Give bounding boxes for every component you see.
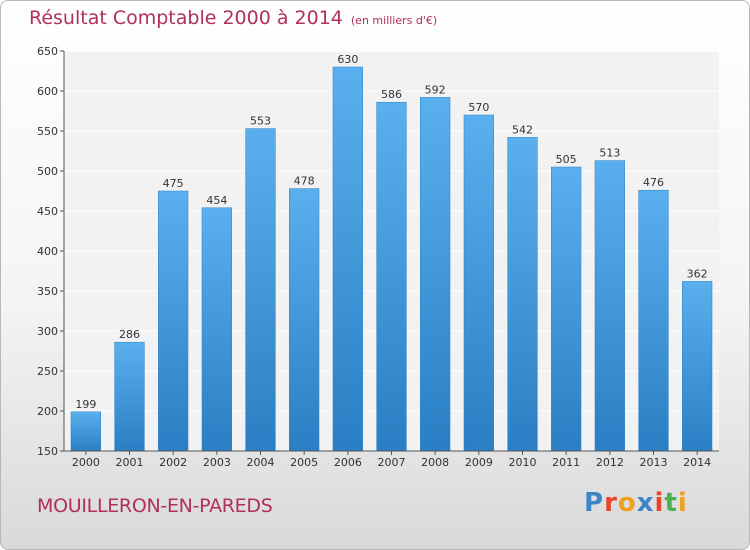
y-tick-label: 300 [37,325,58,338]
x-tick-label: 2009 [465,456,493,469]
data-label: 199 [75,398,96,411]
bar [158,190,189,452]
data-label: 454 [206,194,227,207]
bar [594,160,625,452]
x-tick-label: 2002 [159,456,187,469]
unit-label: (en milliers d'€) [350,14,438,27]
y-tick-label: 250 [37,365,58,378]
data-label: 475 [163,177,184,190]
data-label: 630 [337,53,358,66]
bars [70,66,713,452]
x-tick-label: 2010 [509,456,537,469]
logo-letter: P [584,488,605,518]
x-tick-label: 2011 [552,456,580,469]
bar [682,281,713,452]
x-tick-label: 2003 [203,456,231,469]
bar [245,128,276,452]
x-tick-label: 2005 [290,456,318,469]
y-axis: 150 200 250 300 350 400 450 500 550 600 650 [37,45,65,458]
bar [551,166,582,452]
x-tick-label: 2001 [116,456,144,469]
bar [70,411,101,452]
data-label: 286 [119,328,140,341]
y-tick-label: 550 [37,125,58,138]
data-label: 476 [643,176,664,189]
bar [201,207,232,452]
data-label: 505 [556,153,577,166]
logo-letter: i [677,488,688,518]
bar [332,66,363,452]
x-tick-label: 2006 [334,456,362,469]
x-tick-label: 2014 [683,456,711,469]
bar [376,101,407,452]
x-tick-label: 2012 [596,456,624,469]
y-tick-label: 600 [37,85,58,98]
data-label: 570 [468,101,489,114]
data-label: 513 [599,147,620,160]
logo-letter: r [604,488,618,518]
data-label: 478 [294,175,315,188]
proxiti-logo: Proxiti [584,488,688,518]
logo-letter: o [617,488,637,518]
place-name: MOUILLERON-EN-PAREDS [37,495,273,517]
title-text: Résultat Comptable 2000 à 2014 [29,7,343,29]
y-tick-label: 500 [37,165,58,178]
y-tick-label: 400 [37,245,58,258]
y-tick-label: 450 [37,205,58,218]
data-label: 362 [687,267,708,280]
bar [638,189,669,452]
data-label: 592 [425,83,446,96]
logo-letter: x [636,488,655,518]
data-label: 553 [250,115,271,128]
data-label: 542 [512,123,533,136]
bar [420,97,451,452]
data-label: 586 [381,88,402,101]
bar [114,341,145,452]
y-tick-label: 150 [37,445,58,458]
x-tick-label: 2013 [640,456,668,469]
logo-letter: i [654,488,665,518]
x-tick-label: 2007 [378,456,406,469]
x-tick-label: 2004 [247,456,275,469]
chart-title: Résultat Comptable 2000 à 2014 (en millie… [29,7,437,29]
y-tick-label: 200 [37,405,58,418]
bar [507,137,538,452]
x-tick-label: 2000 [72,456,100,469]
bar [289,188,320,452]
y-tick-label: 350 [37,285,58,298]
x-tick-label: 2008 [421,456,449,469]
logo-letter: t [664,488,678,518]
value-labels: 199 286 475 454 553 478 630 586 592 570 542 505 513 4… [75,53,707,411]
y-tick-label: 650 [37,45,58,58]
x-axis: 2000 2001 2002 2003 2004 2005 2006 2007 2008 2009… [64,450,719,469]
bar [463,114,494,452]
